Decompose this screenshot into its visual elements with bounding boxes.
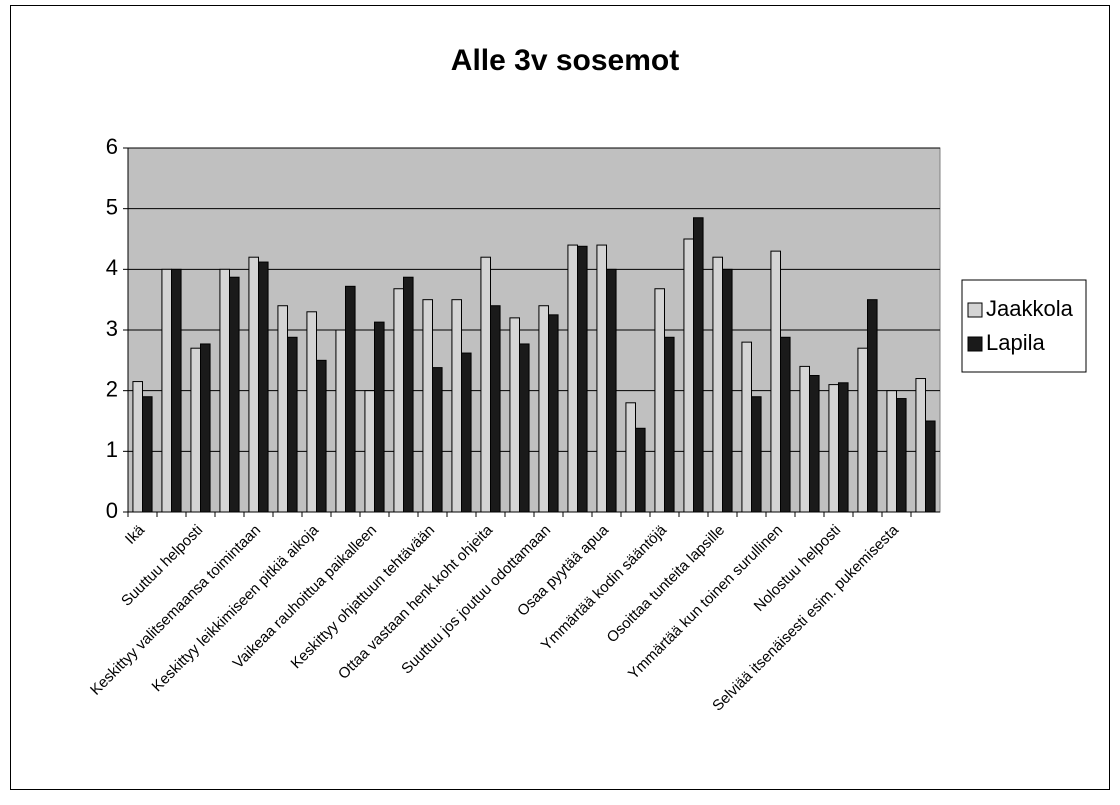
bar — [857, 347, 868, 513]
bar — [809, 375, 820, 513]
bar — [925, 420, 936, 513]
bar — [306, 311, 317, 513]
bar — [335, 329, 346, 513]
bar — [374, 321, 385, 513]
bar — [799, 365, 810, 513]
bar — [838, 382, 849, 513]
bar — [364, 390, 375, 513]
bar — [142, 396, 153, 513]
bar — [432, 367, 443, 513]
bar — [625, 402, 636, 513]
y-tick-label: 3 — [106, 316, 118, 341]
y-tick-label: 5 — [106, 194, 118, 219]
bar — [538, 305, 549, 513]
bar — [403, 276, 414, 513]
bar — [683, 238, 694, 513]
bar — [161, 268, 172, 513]
bar — [519, 343, 530, 513]
bar — [316, 359, 327, 513]
bar — [577, 245, 588, 513]
bar — [219, 268, 230, 513]
bar — [751, 396, 762, 513]
legend-swatch — [967, 302, 983, 318]
bar — [828, 384, 839, 513]
bar — [780, 336, 791, 513]
bar — [200, 343, 211, 513]
bar — [277, 305, 288, 513]
bar — [596, 244, 607, 513]
legend-box — [961, 279, 1087, 373]
y-tick-label: 1 — [106, 437, 118, 462]
bar — [606, 268, 617, 513]
bar — [741, 341, 752, 513]
bar — [132, 381, 143, 513]
legend-label: Lapila — [986, 330, 1045, 355]
bar — [451, 299, 462, 513]
bar — [480, 256, 491, 513]
bar — [548, 314, 559, 513]
bar — [567, 244, 578, 513]
bar — [722, 268, 733, 513]
bar — [393, 288, 404, 513]
bar — [712, 256, 723, 513]
bar — [190, 347, 201, 513]
bar — [248, 256, 259, 513]
bar — [509, 317, 520, 513]
bar — [693, 217, 704, 513]
bar — [490, 305, 501, 513]
bar — [915, 378, 926, 513]
y-tick-label: 6 — [106, 134, 118, 159]
bar — [422, 299, 433, 513]
bar — [461, 352, 472, 513]
bar — [258, 261, 269, 513]
bar — [345, 285, 356, 513]
bar — [635, 427, 646, 513]
chart-title: Alle 3v sosemot — [451, 44, 679, 77]
y-tick-label: 2 — [106, 376, 118, 401]
legend-swatch — [967, 336, 983, 352]
bar — [896, 398, 907, 513]
bar — [654, 288, 665, 513]
bar — [664, 336, 675, 513]
y-tick-label: 4 — [106, 255, 118, 280]
bar — [770, 250, 781, 513]
bar — [287, 336, 298, 513]
bar — [171, 268, 182, 513]
y-tick-label: 0 — [106, 498, 118, 523]
bar — [886, 390, 897, 513]
legend-label: Jaakkola — [986, 296, 1074, 321]
bar — [229, 276, 240, 513]
bar — [867, 299, 878, 513]
